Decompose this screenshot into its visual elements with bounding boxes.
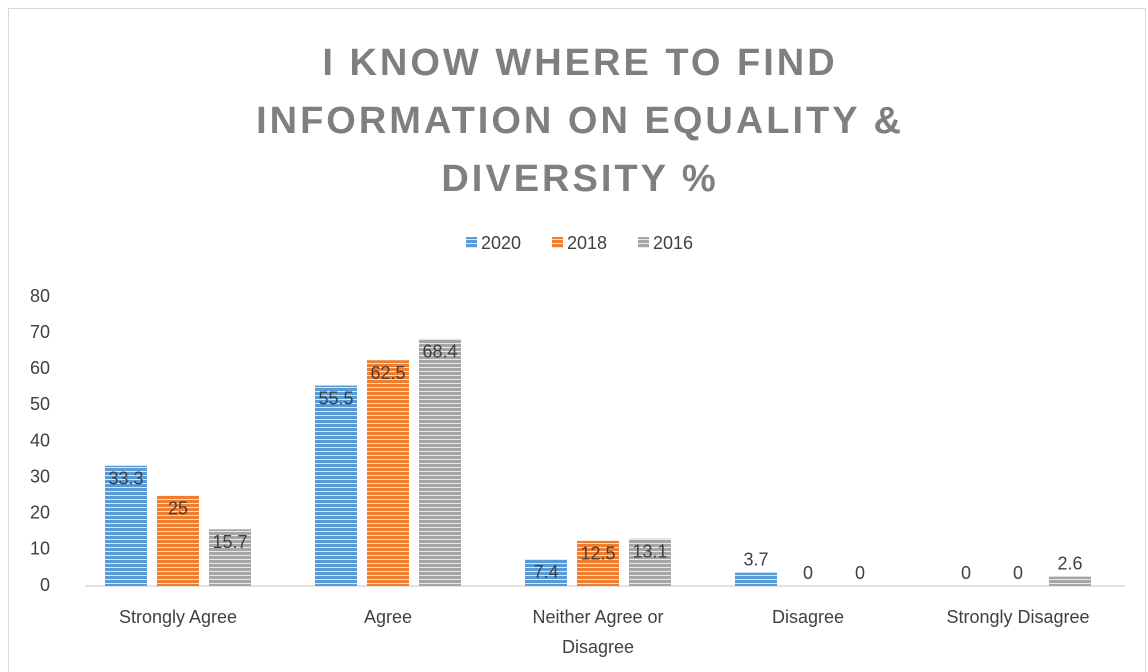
y-tick-label: 80 xyxy=(30,286,50,306)
bar xyxy=(105,465,147,586)
x-tick-label: Agree xyxy=(363,607,413,627)
bar xyxy=(367,360,409,586)
y-tick-label: 50 xyxy=(30,394,50,414)
legend-item: 2018 xyxy=(552,233,607,253)
legend-swatch xyxy=(552,237,563,248)
legend-label: 2018 xyxy=(567,233,607,253)
legend-label: 2020 xyxy=(481,233,521,253)
chart-border xyxy=(8,8,1146,672)
y-tick-label: 40 xyxy=(30,430,50,450)
y-tick-label: 60 xyxy=(30,358,50,378)
data-label: 62.5 xyxy=(370,363,405,383)
bar xyxy=(315,385,357,586)
data-label: 0 xyxy=(1013,563,1023,583)
data-label: 15.7 xyxy=(212,532,247,552)
y-tick-label: 20 xyxy=(30,503,50,523)
chart-title: I KNOW WHERE TO FIND INFORMATION ON EQUA… xyxy=(256,42,904,200)
legend: 2020 2018 2016 xyxy=(466,233,693,253)
legend-item: 2016 xyxy=(638,233,693,253)
data-label: 55.5 xyxy=(318,388,353,408)
data-label: 0 xyxy=(961,563,971,583)
data-label: 0 xyxy=(855,563,865,583)
legend-swatch xyxy=(466,237,477,248)
legend-label: 2016 xyxy=(653,233,693,253)
data-label: 25 xyxy=(168,498,188,518)
bar xyxy=(1049,576,1091,586)
data-label: 68.4 xyxy=(422,342,457,362)
bar xyxy=(157,495,199,586)
data-label: 13.1 xyxy=(632,541,667,561)
bar xyxy=(577,540,619,586)
data-label: 7.4 xyxy=(533,562,558,582)
x-tick-label: Strongly Agree xyxy=(118,607,238,627)
legend-item: 2020 xyxy=(466,233,521,253)
data-label: 3.7 xyxy=(743,549,768,569)
data-label: 0 xyxy=(803,563,813,583)
x-tick-label: Strongly Disagree xyxy=(946,607,1090,627)
data-label: 12.5 xyxy=(580,544,615,564)
y-tick-label: 0 xyxy=(40,575,50,595)
legend-swatch xyxy=(638,237,649,248)
y-tick-label: 10 xyxy=(30,539,50,559)
y-tick-label: 30 xyxy=(30,466,50,486)
data-label: 33.3 xyxy=(108,468,143,488)
bar xyxy=(629,538,671,586)
x-tick-label: Neither Agree or Disagree xyxy=(532,607,664,657)
x-tick-label: Disagree xyxy=(771,607,845,627)
y-tick-label: 70 xyxy=(30,322,50,342)
bar xyxy=(525,559,567,586)
bar xyxy=(209,529,251,586)
data-label: 2.6 xyxy=(1057,553,1082,573)
bar xyxy=(419,338,461,586)
bar xyxy=(735,572,777,586)
